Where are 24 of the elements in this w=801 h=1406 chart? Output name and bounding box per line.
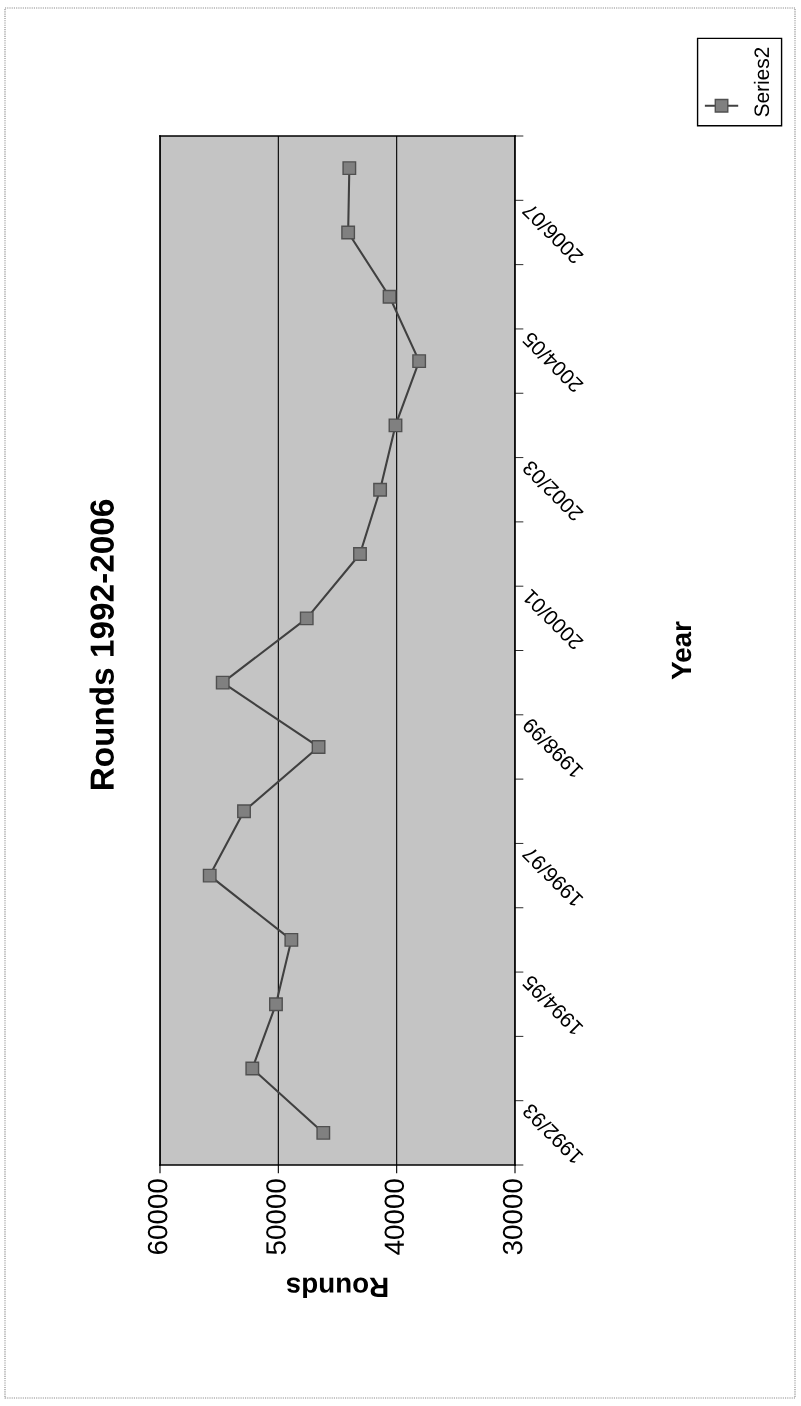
- point: [412, 354, 427, 369]
- point: [284, 932, 299, 947]
- point: [245, 1061, 260, 1076]
- x-tick-label: 50000: [266, 1179, 286, 1255]
- point: [382, 289, 397, 304]
- point: [215, 675, 230, 690]
- x-tick-label: 40000: [384, 1179, 405, 1255]
- y-axis-title: Year: [671, 621, 692, 680]
- point: [353, 547, 367, 561]
- point: [373, 482, 388, 497]
- text: Rounds 1992-2006: [89, 499, 114, 790]
- point: [299, 611, 314, 626]
- point: [316, 1125, 331, 1140]
- point: [269, 997, 283, 1012]
- point: [237, 804, 251, 819]
- text: Series2: [753, 47, 770, 117]
- point: [202, 868, 217, 883]
- point: [342, 161, 357, 176]
- x-axis-title: Rounds: [286, 1277, 388, 1298]
- point: [341, 225, 356, 240]
- x-tick-label: 60000: [147, 1179, 168, 1255]
- point: [388, 418, 403, 433]
- x-tick-label: 30000: [502, 1179, 523, 1255]
- point: [311, 740, 326, 754]
